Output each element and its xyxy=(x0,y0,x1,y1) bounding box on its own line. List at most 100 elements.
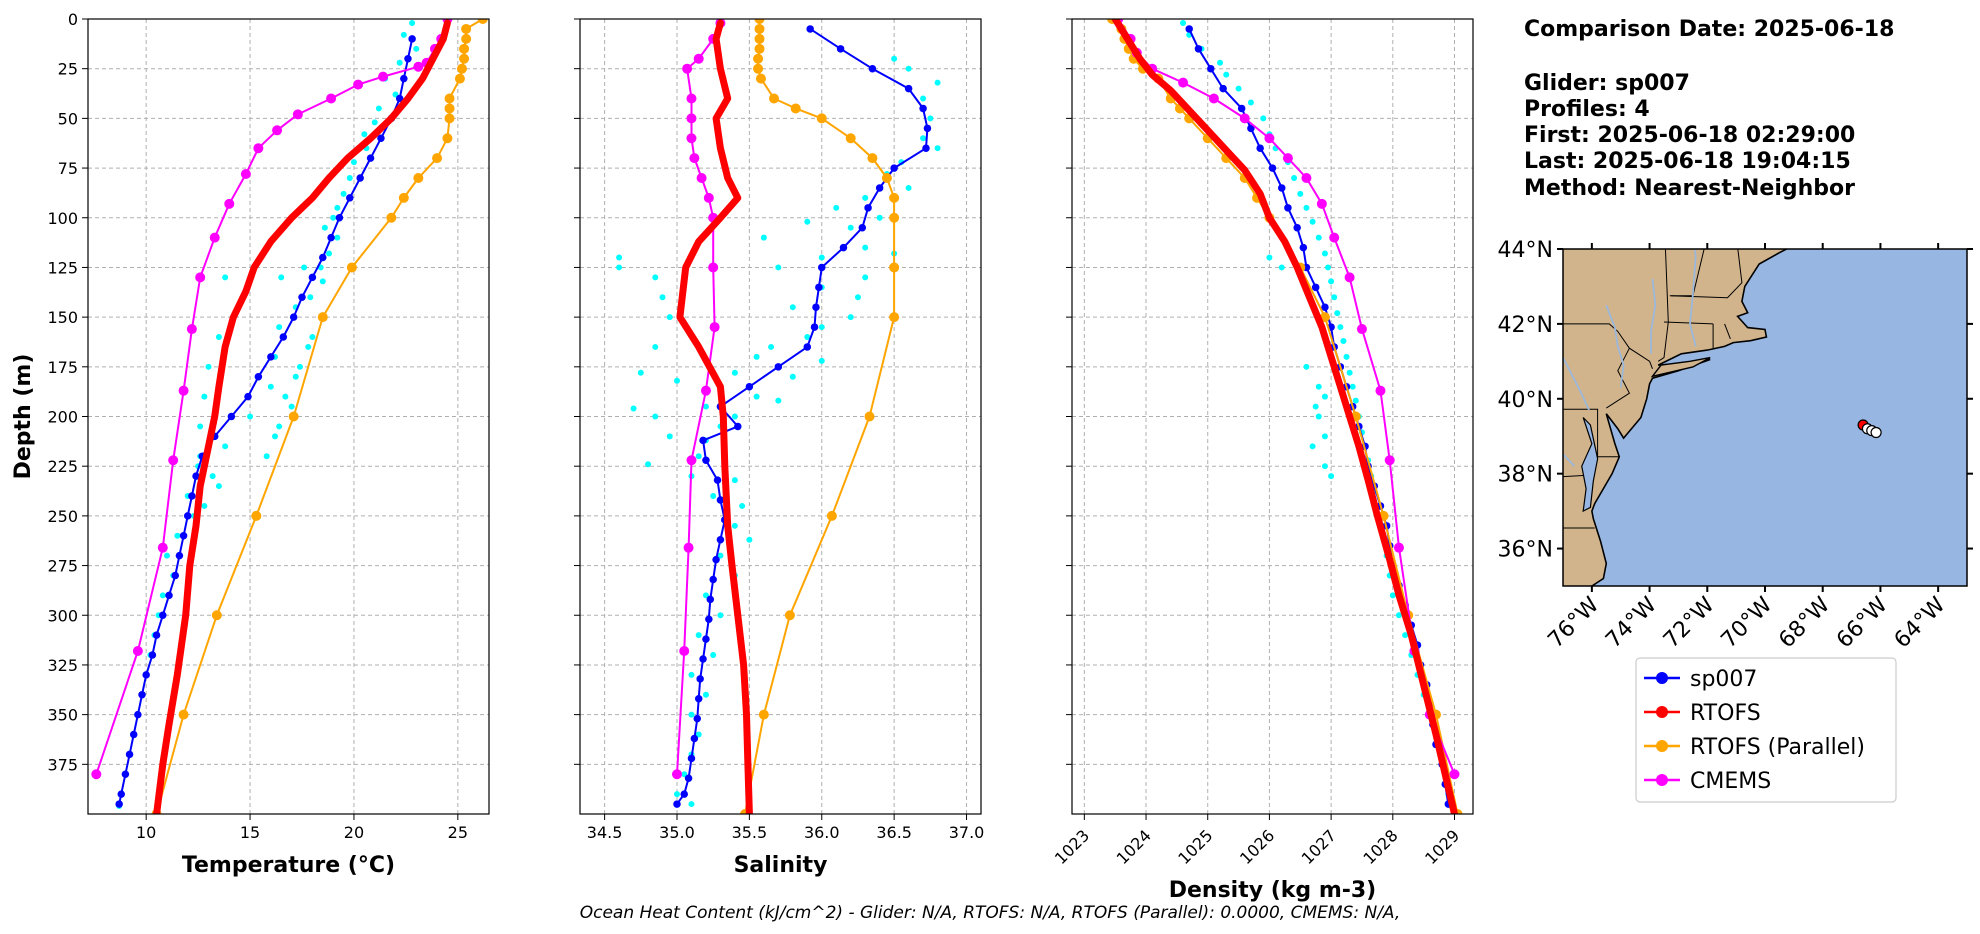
y-tick-label: 25 xyxy=(58,60,78,79)
series-point xyxy=(142,671,150,679)
river xyxy=(1650,278,1657,354)
glider-raw-point xyxy=(789,373,796,380)
glider-raw-point xyxy=(905,65,912,72)
series-point xyxy=(815,283,823,292)
glider-raw-point xyxy=(1303,363,1310,370)
series-point xyxy=(768,93,779,104)
series-rtofs-parallel xyxy=(740,19,900,814)
info-block: Comparison Date: 2025-06-18 Glider: sp00… xyxy=(1524,17,1894,201)
glider-raw-point xyxy=(1266,254,1273,261)
river xyxy=(1563,355,1590,411)
glider-raw-point xyxy=(215,334,222,340)
series-point xyxy=(875,184,884,192)
series-point xyxy=(440,36,446,42)
series-rtofs xyxy=(1111,19,1458,814)
series-point xyxy=(317,312,328,323)
series-point xyxy=(154,811,160,814)
series-point xyxy=(183,612,189,618)
lon-label: 72°W xyxy=(1659,592,1720,653)
series-point xyxy=(129,730,138,739)
lat-label: 40°N xyxy=(1498,388,1553,413)
glider-raw-point xyxy=(739,502,746,509)
series-point xyxy=(753,53,764,64)
glider-raw-point xyxy=(276,423,283,430)
series-point xyxy=(174,672,180,678)
series-point xyxy=(211,610,222,621)
series-point xyxy=(222,344,228,350)
series-point xyxy=(308,273,317,282)
series-point xyxy=(1311,283,1320,292)
series-point xyxy=(405,96,411,101)
glider-position-marker xyxy=(1870,426,1882,439)
glider-raw-point xyxy=(1331,294,1338,301)
series-point xyxy=(444,103,455,114)
glider-raw-point xyxy=(673,377,680,384)
series-point xyxy=(477,19,488,24)
glider-raw-point xyxy=(695,731,702,738)
series-point xyxy=(1365,477,1371,483)
series-point xyxy=(1208,93,1219,104)
series-point xyxy=(816,113,827,124)
series-point xyxy=(91,769,102,780)
series-point xyxy=(408,35,416,43)
series-point xyxy=(121,770,130,778)
glider-raw-point xyxy=(1343,353,1350,360)
series-point xyxy=(881,173,892,183)
y-tick-label: 50 xyxy=(58,109,78,128)
series-point xyxy=(134,710,142,719)
series-point xyxy=(709,575,717,584)
series-point xyxy=(1393,542,1404,553)
glider-raw-point xyxy=(205,363,212,370)
series-point xyxy=(758,709,769,720)
legend-box xyxy=(1635,657,1897,803)
state-border xyxy=(1669,249,1743,299)
y-tick-label: 100 xyxy=(47,209,78,228)
series-point xyxy=(1449,769,1460,780)
x-tick-label: 1027 xyxy=(1298,826,1340,868)
glider-raw-point xyxy=(288,403,295,410)
y-axis-label: Depth (m) xyxy=(11,354,36,480)
lon-label: 68°W xyxy=(1774,592,1835,653)
series-point xyxy=(1284,204,1292,212)
y-tick-label: 325 xyxy=(47,656,78,675)
series-point xyxy=(706,595,715,604)
y-tick-label: 175 xyxy=(47,358,78,377)
glider-raw-point xyxy=(688,801,695,808)
series-point xyxy=(1421,682,1427,688)
series-point xyxy=(754,43,765,54)
glider-raw-point xyxy=(652,343,659,350)
series-point xyxy=(138,691,146,699)
state-border xyxy=(1663,321,1714,325)
legend-label: RTOFS xyxy=(1690,701,1761,726)
glider-raw-point xyxy=(307,294,314,301)
lon-label: 64°W xyxy=(1890,592,1951,653)
series-point xyxy=(826,510,837,521)
legend-label: sp007 xyxy=(1690,667,1757,692)
glider-raw-point xyxy=(271,433,278,440)
x-tick-label: 10 xyxy=(136,823,156,842)
profile-count: Profiles: 4 xyxy=(1524,97,1650,122)
series-point xyxy=(454,73,465,84)
series-point xyxy=(1344,272,1355,283)
series-point xyxy=(1442,771,1448,777)
glider-raw-point xyxy=(1321,463,1328,470)
series-line xyxy=(118,37,414,806)
series-point xyxy=(157,542,168,553)
legend: sp007 RTOFS RTOFS (Parallel) CMEMS xyxy=(1635,657,1897,803)
glider-raw-point xyxy=(375,105,382,112)
glider-raw-point xyxy=(702,691,709,698)
series-point xyxy=(206,443,212,449)
series-point xyxy=(168,455,179,466)
series-line xyxy=(1117,19,1456,776)
x-tick-label: 1025 xyxy=(1174,826,1216,868)
glider-raw-point xyxy=(876,214,883,221)
nova-scotia xyxy=(1880,212,1952,238)
glider-raw-point xyxy=(276,324,283,331)
axes-frame xyxy=(87,18,490,815)
state-border xyxy=(1563,323,1653,369)
series-point xyxy=(413,173,424,183)
glider-raw-point xyxy=(702,403,709,410)
series-point xyxy=(386,212,397,223)
series-point xyxy=(754,19,765,24)
series-point xyxy=(684,774,693,782)
